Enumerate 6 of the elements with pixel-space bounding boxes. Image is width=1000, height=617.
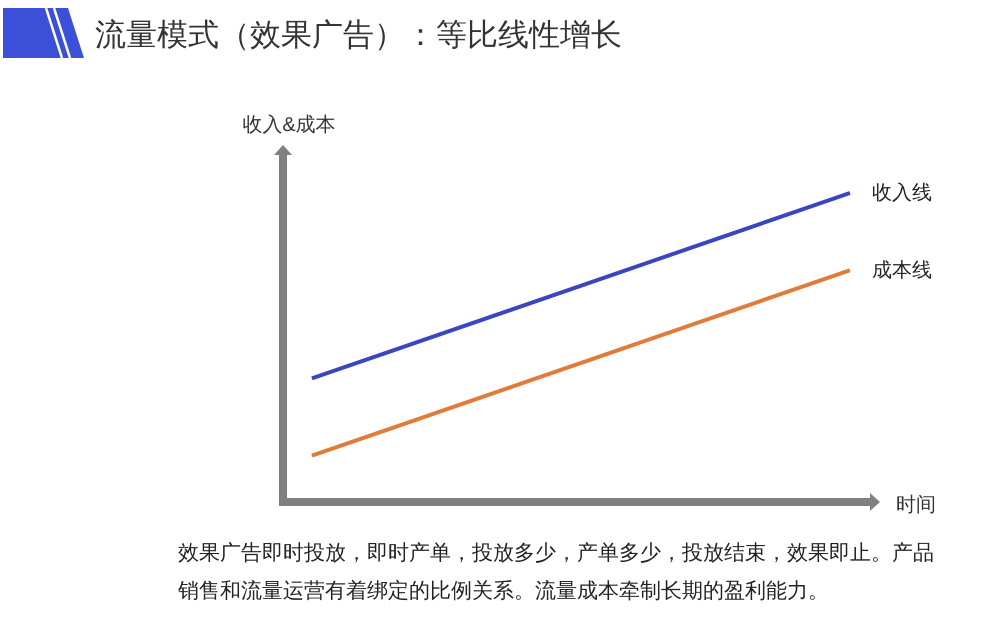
series-label: 成本线 <box>872 259 932 282</box>
chart-title: 流量模式（效果广告）：等比线性增长 <box>95 17 622 52</box>
x-axis-title: 时间 <box>896 494 936 516</box>
series-label: 收入线 <box>872 182 932 204</box>
y-axis-title: 收入&成本 <box>242 114 336 136</box>
text: 效果广告即时投放，即时产单，投放多少，产单多少，投放结束，效果即止。产品销售和流量运营有着绑定的比例关系。流量成本牵制长期的盈利能力。 <box>177 542 934 602</box>
